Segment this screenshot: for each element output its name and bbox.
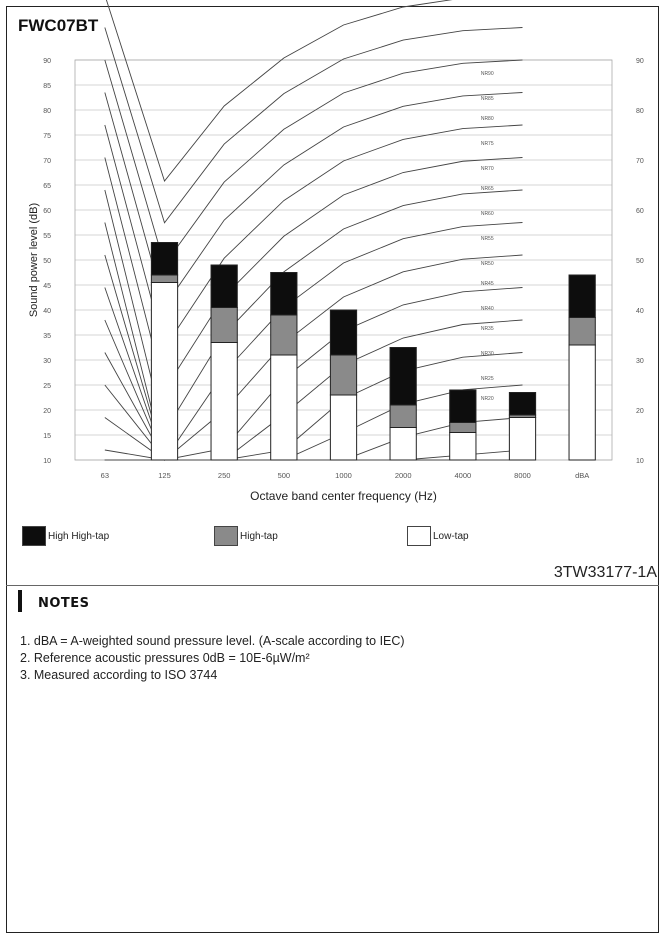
x-axis-title: Octave band center frequency (Hz) (250, 489, 437, 503)
bar-segment (270, 354, 298, 461)
x-tick-label: dBA (575, 471, 589, 480)
y-tick-label: 70 (43, 158, 51, 165)
notes-list: 1. dBA = A-weighted sound pressure level… (20, 633, 405, 684)
nr-curve-label: NR85 (481, 96, 494, 102)
legend-swatch-high-high-tap (22, 526, 46, 546)
bar-segment (568, 317, 596, 346)
y-right-tick-label: 20 (636, 408, 644, 415)
bar-segment (210, 307, 238, 343)
y-tick-label: 65 (43, 183, 51, 190)
x-tick-label: 4000 (454, 471, 471, 480)
y-tick-label: 80 (43, 108, 51, 115)
y-tick-label: 90 (43, 58, 51, 65)
notes-marker (18, 590, 22, 612)
y-tick-label: 60 (43, 208, 51, 215)
nr-curve-label: NR80 (481, 116, 494, 122)
bar-segment (568, 344, 596, 461)
bar-segment (329, 394, 358, 461)
bar-segment (449, 432, 477, 461)
y-axis-title: Sound power level (dB) (28, 203, 40, 317)
legend-label-high-high-tap: High High-tap (48, 530, 110, 542)
y-right-tick-label: 50 (636, 258, 644, 265)
bar-segment (449, 389, 477, 423)
note-item: 1. dBA = A-weighted sound pressure level… (20, 634, 405, 648)
y-right-tick-label: 60 (636, 208, 644, 215)
legend-label-low-tap: Low-tap (433, 530, 469, 542)
nr-curve (105, 0, 453, 182)
x-tick-label: 125 (158, 471, 171, 480)
bar-segment (150, 282, 179, 461)
nr-curve-label: NR35 (481, 326, 494, 332)
bar-segment (210, 264, 238, 308)
bar-segment (389, 404, 417, 428)
nr-curve-label: NR65 (481, 186, 494, 192)
y-right-tick-label: 40 (636, 308, 644, 315)
y-tick-label: 50 (43, 258, 51, 265)
document-code: 3TW33177-1A (553, 564, 657, 581)
legend-item-high-high-tap: High High-tap (22, 525, 109, 547)
y-tick-label: 15 (43, 433, 51, 440)
bar-segment (508, 417, 537, 461)
sound-power-chart: 10 15 20 25 30 35 40 45 50 55 60 65 70 75 80 85 90 10 20 30… (28, 0, 644, 503)
nr-curve-label: NR25 (481, 376, 494, 382)
y-tick-label: 30 (43, 358, 51, 365)
nr-curve (104, 59, 523, 266)
y-tick-label: 10 (43, 458, 51, 465)
note-item: 3. Measured according to ISO 3744 (20, 668, 218, 682)
nr-curve-label: NR50 (481, 261, 494, 267)
y-tick-label: 85 (43, 83, 51, 90)
y-right-tick-label: 90 (636, 58, 644, 65)
nr-curve-label: NR20 (481, 396, 494, 402)
bar-segment (329, 354, 358, 396)
bar-segment (210, 342, 238, 461)
nr-curve-label: NR75 (481, 141, 494, 147)
legend-label-high-tap: High-tap (240, 530, 278, 542)
nr-curve-label: NR55 (481, 236, 494, 242)
bar-segment (389, 347, 417, 406)
y-right-tick-label: 80 (636, 108, 644, 115)
legend-swatch-low-tap (407, 526, 431, 546)
bar-segment (270, 272, 298, 316)
nr-curve-label: NR60 (481, 211, 494, 217)
page-frame (6, 6, 659, 933)
y-right-tick-label: 70 (636, 158, 644, 165)
nr-curve-label: NR45 (481, 281, 494, 287)
bar-segment (568, 274, 596, 318)
x-tick-label: 250 (218, 471, 231, 480)
nr-curve-label: NR90 (481, 71, 494, 77)
bar-segment (329, 309, 358, 356)
y-tick-label: 20 (43, 408, 51, 415)
x-tick-label: 2000 (395, 471, 412, 480)
y-tick-label: 35 (43, 333, 51, 340)
y-right-tick-label: 30 (636, 358, 644, 365)
y-tick-label: 75 (43, 133, 51, 140)
legend-item-high-tap: High-tap (214, 525, 278, 547)
legend-item-low-tap: Low-tap (407, 525, 469, 547)
x-tick-label: 8000 (514, 471, 531, 480)
nr-curve-label: NR70 (481, 166, 494, 172)
nr-curve (104, 27, 523, 224)
x-tick-label: 500 (278, 471, 291, 480)
divider (6, 585, 659, 586)
bar-segment (270, 314, 298, 356)
nr-curve-label: NR40 (481, 306, 494, 312)
y-right-tick-label: 10 (636, 458, 644, 465)
y-tick-label: 40 (43, 308, 51, 315)
legend-swatch-high-tap (214, 526, 238, 546)
model-title: FWC07BT (18, 16, 99, 35)
y-tick-label: 55 (43, 233, 51, 240)
bar-segment (449, 422, 477, 433)
nr-curve-label: NR30 (481, 351, 494, 357)
note-item: 2. Reference acoustic pressures 0dB = 10… (20, 651, 310, 665)
bar-segment (150, 274, 179, 283)
x-tick-label: 63 (101, 471, 109, 480)
x-tick-label: 1000 (335, 471, 352, 480)
y-tick-label: 25 (43, 383, 51, 390)
notes-heading: NOTES (38, 596, 90, 611)
bar-segment (389, 427, 417, 461)
bar-segment (150, 242, 179, 276)
y-tick-label: 45 (43, 283, 51, 290)
bar-segment (508, 392, 537, 416)
